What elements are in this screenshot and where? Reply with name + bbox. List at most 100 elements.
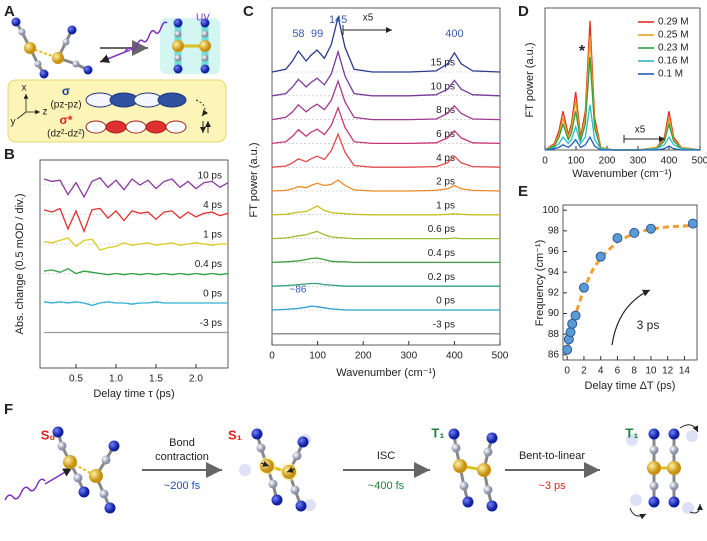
legend-label: 0.29 M [658, 17, 689, 28]
peak-label: 99 [311, 28, 323, 40]
x-tick-label: 0 [542, 156, 548, 167]
step-label: contraction [155, 451, 209, 463]
axis-letter: z [43, 107, 48, 118]
step-time: ~400 fs [368, 480, 405, 492]
orbital-symbol: σ [62, 84, 70, 98]
x-tick-label: 0.5 [69, 374, 83, 385]
x-tick-label: 400 [661, 156, 678, 167]
x-axis-label: Delay time ΔT (ps) [585, 380, 676, 392]
line [271, 305, 500, 311]
line [544, 104, 701, 151]
trace-label: 0 ps [203, 289, 222, 300]
trace-label: 10 ps [431, 81, 455, 92]
x-tick-label: 200 [355, 351, 372, 362]
panel-label: B [4, 146, 15, 163]
orbital-symbol: σ* [60, 113, 73, 127]
state-label: S₀ [41, 427, 56, 442]
y-axis-label: FT power (a.u.) [248, 143, 260, 218]
trace-label: 10 ps [198, 171, 222, 182]
x-axis-label: Wavenumber (cm⁻¹) [336, 367, 436, 379]
trace-label: 0.4 ps [428, 248, 455, 259]
x-tick-label: 12 [662, 366, 674, 377]
peak-label: 58 [292, 28, 304, 40]
plot-frame [271, 7, 501, 346]
panel-f-molecules [4, 424, 703, 520]
data-point [570, 310, 581, 321]
data-point [595, 251, 606, 262]
x-tick-label: 0 [269, 351, 275, 362]
line [271, 257, 500, 264]
x-axis-label: Delay time τ (ps) [93, 388, 174, 400]
line [271, 205, 500, 216]
panel-a-molecules [7, 17, 227, 143]
line [544, 135, 700, 151]
axis-letter: x [22, 83, 27, 94]
annotation: * [579, 43, 586, 60]
y-axis-label: Abs. change (0.5 mOD / div.) [14, 193, 26, 334]
annotation-arrow [611, 289, 651, 346]
x-tick-label: 100 [568, 156, 585, 167]
annotation: ~86 [290, 285, 307, 296]
y-tick-label: 94 [548, 267, 560, 278]
data-point [562, 344, 573, 355]
data-point [565, 327, 576, 338]
data-point [645, 223, 656, 234]
y-tick-label: 98 [548, 225, 560, 236]
state-label: S₁ [228, 427, 242, 442]
peak-label: 145 [329, 14, 347, 26]
legend-label: 0.23 M [658, 43, 689, 54]
panel-label: F [4, 401, 13, 418]
y-axis-label: FT power (a.u.) [524, 43, 536, 118]
y-tick-label: 96 [548, 246, 560, 257]
line [544, 36, 701, 151]
line [271, 79, 501, 121]
trace-label: 6 ps [436, 129, 455, 140]
x-tick-label: 100 [309, 351, 326, 362]
legend-label: 0.16 M [658, 56, 689, 67]
orbital-label: (pz-pz) [50, 100, 81, 111]
line [544, 57, 701, 151]
y-axis-label: Frequency (cm⁻¹) [534, 240, 546, 327]
x-tick-label: 500 [492, 351, 509, 362]
data-point [567, 318, 578, 329]
annotation: 3 ps [637, 318, 660, 332]
axis-letter: y [11, 117, 16, 128]
trace-label: 0 ps [436, 296, 455, 307]
trace-label: 1 ps [203, 230, 222, 241]
legend-label: 0.1 M [658, 69, 683, 80]
plot-frame [39, 159, 229, 369]
x-tick-label: 1.5 [149, 374, 163, 385]
y-tick-label: 86 [548, 349, 560, 360]
trace-label: 2 ps [436, 177, 455, 188]
x-tick-label: 500 [692, 156, 707, 167]
data-point [612, 233, 623, 244]
x-tick-label: 14 [679, 366, 691, 377]
orbital-label: (dz²-dz²) [47, 129, 85, 140]
x-tick-label: 2.0 [189, 374, 203, 385]
trace-label: 4 ps [436, 153, 455, 164]
trace-label: 15 ps [431, 58, 455, 69]
trace-label: 0.4 ps [195, 259, 222, 270]
peak-label: 400 [445, 28, 463, 40]
line [43, 207, 229, 234]
line [271, 230, 500, 240]
line [43, 267, 229, 276]
annotation: x5 [635, 125, 646, 136]
data-point [687, 218, 698, 229]
trace-label: 0.2 ps [428, 272, 455, 283]
line [271, 49, 501, 97]
step-label: ISC [377, 450, 395, 462]
plot-frame [562, 204, 698, 361]
state-label: T₁ [625, 425, 638, 440]
line [271, 16, 501, 73]
trace-label: 4 ps [203, 200, 222, 211]
panel-label: E [518, 183, 528, 200]
panel-label: C [243, 3, 254, 20]
trace-label: 8 ps [436, 105, 455, 116]
x-tick-label: 400 [446, 351, 463, 362]
step-label: Bond [169, 437, 195, 449]
trace-label: -3 ps [433, 319, 455, 330]
trace-label: 0.6 ps [428, 224, 455, 235]
y-tick-label: 88 [548, 329, 560, 340]
